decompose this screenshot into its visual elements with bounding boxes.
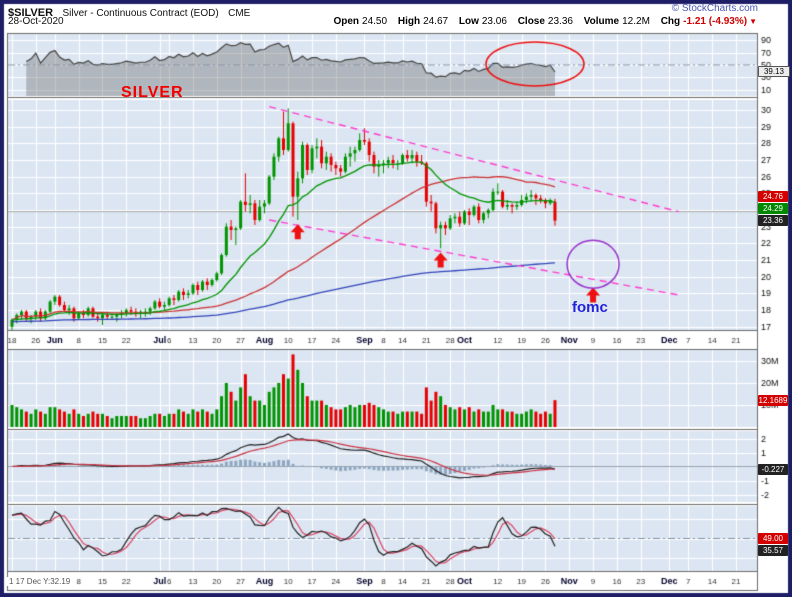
- quote-row: 28-Oct-2020 Open 24.50 High 24.67 Low 23.06…: [8, 16, 757, 29]
- quote-close-value: 23.36: [547, 16, 573, 27]
- stoch-d-last-value-badge: 49.00: [758, 533, 788, 544]
- symbol-description: Silver - Continuous Contract (EOD): [62, 8, 219, 19]
- quote-chg-label: Chg: [660, 16, 681, 27]
- macd-last-value-badge: -0.227: [758, 464, 788, 475]
- silver-annotation: SILVER: [121, 84, 184, 101]
- rsi-last-value-badge: 39.13: [758, 66, 790, 77]
- stoch-k-last-value-badge: 35.57: [758, 545, 788, 556]
- quote-volume-value: 12.2M: [622, 16, 650, 27]
- fomc-annotation: fomc: [572, 299, 608, 316]
- quote-summary: Open 24.50 High 24.67 Low 23.06 Close 23.36 …: [333, 16, 757, 27]
- symbol: $SILVER: [8, 7, 54, 19]
- quote-low-label: Low: [458, 16, 479, 27]
- quote-close-label: Close: [517, 16, 545, 27]
- chg-down-arrow-icon: ▼: [749, 17, 757, 26]
- chart-header: $SILVER Silver - Continuous Contract (EO…: [8, 3, 784, 19]
- quote-low-value: 23.06: [481, 16, 507, 27]
- quote-volume-label: Volume: [583, 16, 620, 27]
- bottom-left-readout: 1 17 Dec Y:32.19: [6, 577, 74, 586]
- exchange: CME: [228, 8, 251, 19]
- quote-chg-value: -1.21 (-4.93%): [683, 16, 748, 27]
- quote-open-value: 24.50: [362, 16, 388, 27]
- chart-date: 28-Oct-2020: [8, 16, 64, 27]
- quote-high-label: High: [397, 16, 421, 27]
- quote-open-label: Open: [333, 16, 360, 27]
- ma50-last-value-badge: 24.76: [758, 191, 788, 202]
- close-last-value-badge: 23.36: [758, 215, 788, 226]
- copyright-link[interactable]: © StockCharts.com: [671, 3, 758, 14]
- ema20-last-value-badge: 24.29: [758, 203, 788, 214]
- volume-last-value-badge: 12.1689: [758, 395, 788, 406]
- quote-high-value: 24.67: [423, 16, 449, 27]
